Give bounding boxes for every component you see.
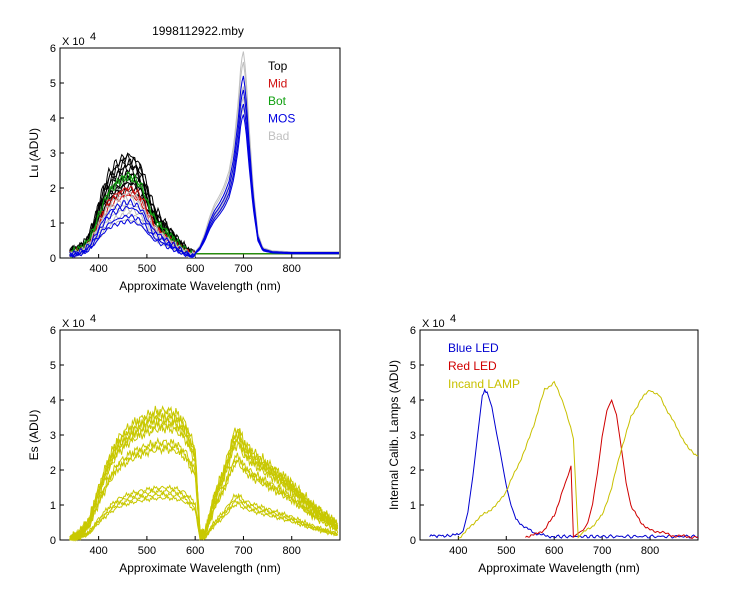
y-tick-label: 1 bbox=[50, 218, 56, 230]
x-tick-label: 500 bbox=[138, 263, 156, 275]
x-axis-label: Approximate Wavelength (nm) bbox=[119, 279, 281, 293]
legend-entry-mid: Mid bbox=[268, 77, 287, 91]
es-chart: 400 500 600 700 800 0 1 2 3 4 5 6 Approximate Wavele… bbox=[27, 313, 341, 575]
scale-factor-label: X 10 bbox=[422, 318, 445, 330]
x-axis-label: Approximate Wavelength (nm) bbox=[119, 561, 281, 575]
y-axis-label: Internal Calib. Lamps (ADU) bbox=[387, 360, 401, 510]
y-tick-label: 4 bbox=[50, 113, 56, 125]
x-tick-label: 400 bbox=[89, 263, 107, 275]
es-series-line bbox=[69, 495, 338, 541]
lu-series-line-bad bbox=[69, 61, 339, 258]
x-tick-label: 600 bbox=[545, 545, 563, 557]
legend-entry-bot: Bot bbox=[268, 94, 287, 108]
x-tick-label: 400 bbox=[89, 545, 107, 557]
es-series-group bbox=[69, 405, 339, 542]
lu-series-line-mos bbox=[69, 75, 339, 258]
lu-series-line-bad bbox=[69, 75, 339, 258]
x-tick-label: 600 bbox=[186, 545, 204, 557]
y-axis-label: Es (ADU) bbox=[27, 410, 41, 461]
y-tick-label: 0 bbox=[410, 535, 416, 547]
x-tick-label: 700 bbox=[234, 545, 252, 557]
lamps-series-group bbox=[429, 380, 699, 539]
es-series-line bbox=[69, 491, 338, 541]
x-tick-label: 500 bbox=[497, 545, 515, 557]
y-tick-label: 0 bbox=[50, 253, 56, 265]
scale-factor-label: X 10 bbox=[62, 36, 85, 48]
scale-factor-label: X 10 bbox=[62, 318, 85, 330]
lu-series-line-mos bbox=[69, 114, 339, 258]
legend-entry-incand-lamp: Incand LAMP bbox=[448, 377, 520, 391]
x-tick-label: 400 bbox=[449, 545, 467, 557]
es-series-line bbox=[69, 444, 339, 542]
lamps-series-line-red-led bbox=[525, 398, 699, 539]
x-tick-label: 800 bbox=[641, 545, 659, 557]
y-tick-label: 6 bbox=[410, 325, 416, 337]
y-tick-label: 2 bbox=[410, 465, 416, 477]
legend-entry-bad: Bad bbox=[268, 129, 289, 143]
x-tick-label: 800 bbox=[283, 545, 301, 557]
lu-series-line-mid bbox=[69, 185, 339, 258]
x-axis-label: Approximate Wavelength (nm) bbox=[478, 561, 640, 575]
legend-entry-mos: MOS bbox=[268, 112, 295, 126]
scale-factor-exponent: 4 bbox=[90, 31, 96, 43]
y-axis-label: Lu (ADU) bbox=[27, 128, 41, 178]
lu-series-line-top bbox=[69, 172, 339, 258]
y-tick-label: 2 bbox=[50, 465, 56, 477]
x-tick-label: 500 bbox=[138, 545, 156, 557]
x-tick-label: 600 bbox=[186, 263, 204, 275]
y-tick-label: 1 bbox=[50, 500, 56, 512]
lu-chart: 400 500 600 700 800 0 1 2 3 4 5 6 Approximate Wavele… bbox=[27, 31, 341, 293]
figure-title: 1998112922.mby bbox=[152, 24, 244, 38]
es-series-line bbox=[69, 419, 339, 542]
y-tick-label: 5 bbox=[410, 360, 416, 372]
legend-entry-red-led: Red LED bbox=[448, 359, 497, 373]
y-tick-label: 5 bbox=[50, 78, 56, 90]
x-tick-label: 800 bbox=[283, 263, 301, 275]
y-tick-label: 3 bbox=[410, 430, 416, 442]
plot-frame bbox=[59, 329, 341, 541]
y-tick-label: 3 bbox=[50, 148, 56, 160]
y-tick-label: 0 bbox=[50, 535, 56, 547]
lu-series-line-bad bbox=[69, 51, 339, 258]
y-tick-label: 6 bbox=[50, 325, 56, 337]
y-tick-label: 6 bbox=[50, 43, 56, 55]
lamps-series-line-incand-lamp bbox=[458, 380, 699, 539]
y-tick-label: 2 bbox=[50, 183, 56, 195]
scale-factor-exponent: 4 bbox=[450, 313, 456, 325]
es-series-line bbox=[69, 405, 339, 542]
y-tick-label: 3 bbox=[50, 430, 56, 442]
legend-entry-blue-led: Blue LED bbox=[448, 341, 499, 355]
lamps-series-line-blue-led bbox=[429, 388, 699, 539]
y-tick-label: 5 bbox=[50, 360, 56, 372]
scale-factor-exponent: 4 bbox=[90, 313, 96, 325]
y-tick-label: 1 bbox=[410, 500, 416, 512]
y-tick-label: 4 bbox=[50, 395, 56, 407]
x-tick-label: 700 bbox=[593, 545, 611, 557]
lu-series-group bbox=[69, 51, 339, 258]
legend-entry-top: Top bbox=[268, 59, 288, 73]
lamps-chart: 400 500 600 700 800 0 1 2 3 4 5 6 Approximate Wavele… bbox=[387, 313, 699, 575]
x-tick-label: 700 bbox=[234, 263, 252, 275]
y-tick-label: 4 bbox=[410, 395, 416, 407]
